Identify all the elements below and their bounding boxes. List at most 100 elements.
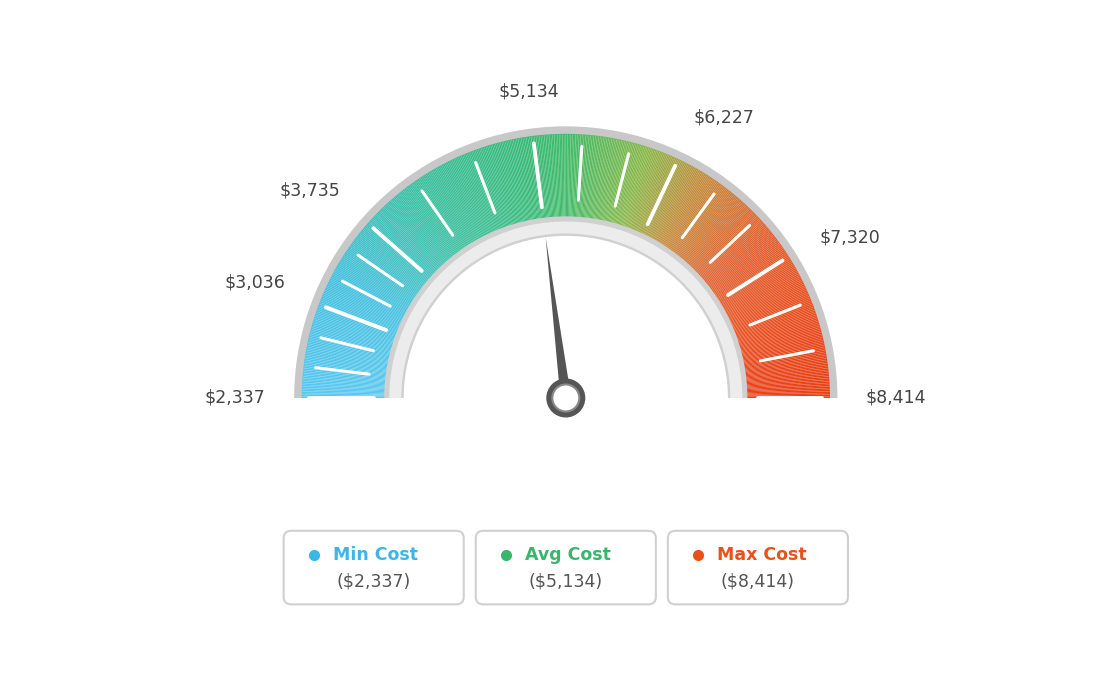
Wedge shape — [705, 231, 772, 285]
Wedge shape — [358, 233, 425, 287]
Wedge shape — [554, 134, 559, 218]
Wedge shape — [714, 248, 784, 297]
Wedge shape — [692, 210, 753, 270]
Wedge shape — [339, 262, 412, 306]
Wedge shape — [742, 345, 825, 363]
Wedge shape — [741, 334, 822, 355]
Wedge shape — [735, 307, 815, 337]
Wedge shape — [745, 373, 829, 382]
Text: $5,134: $5,134 — [498, 82, 559, 100]
Wedge shape — [351, 243, 421, 293]
Wedge shape — [704, 228, 769, 283]
Wedge shape — [558, 134, 561, 218]
Wedge shape — [707, 233, 774, 287]
Wedge shape — [305, 360, 388, 373]
Wedge shape — [423, 175, 469, 246]
Wedge shape — [715, 251, 786, 299]
Wedge shape — [322, 295, 400, 328]
Wedge shape — [485, 146, 511, 227]
Wedge shape — [311, 326, 393, 350]
Wedge shape — [700, 221, 763, 278]
Wedge shape — [521, 137, 537, 221]
Wedge shape — [745, 371, 829, 381]
Wedge shape — [436, 167, 478, 242]
Wedge shape — [679, 193, 733, 259]
Wedge shape — [744, 363, 828, 375]
Wedge shape — [447, 161, 486, 237]
Wedge shape — [746, 388, 830, 393]
Wedge shape — [561, 134, 563, 218]
Wedge shape — [592, 137, 605, 220]
Wedge shape — [440, 165, 481, 239]
Wedge shape — [304, 368, 386, 379]
Wedge shape — [648, 164, 689, 239]
Wedge shape — [493, 144, 518, 225]
Wedge shape — [590, 136, 602, 219]
Wedge shape — [405, 187, 457, 255]
Wedge shape — [361, 230, 427, 284]
Wedge shape — [301, 393, 385, 395]
Wedge shape — [507, 140, 527, 222]
Wedge shape — [574, 134, 580, 218]
Wedge shape — [474, 150, 503, 229]
Wedge shape — [739, 326, 820, 350]
Wedge shape — [330, 277, 406, 316]
Wedge shape — [744, 360, 827, 373]
Wedge shape — [649, 164, 690, 239]
Wedge shape — [575, 134, 581, 218]
Wedge shape — [336, 268, 410, 310]
Wedge shape — [307, 342, 390, 361]
Wedge shape — [697, 217, 760, 275]
Wedge shape — [301, 390, 385, 393]
Wedge shape — [723, 269, 797, 311]
Wedge shape — [314, 318, 394, 344]
Wedge shape — [665, 177, 711, 248]
Wedge shape — [604, 140, 624, 222]
Wedge shape — [730, 290, 807, 326]
Wedge shape — [386, 203, 444, 266]
Wedge shape — [489, 145, 514, 226]
Wedge shape — [369, 221, 432, 278]
Wedge shape — [741, 335, 822, 357]
Wedge shape — [403, 189, 456, 257]
Wedge shape — [726, 279, 803, 318]
Wedge shape — [412, 182, 461, 252]
Wedge shape — [456, 157, 492, 234]
Wedge shape — [693, 211, 754, 271]
Wedge shape — [528, 137, 541, 219]
Wedge shape — [513, 139, 531, 221]
Wedge shape — [746, 395, 830, 397]
Wedge shape — [312, 323, 393, 348]
Wedge shape — [606, 141, 627, 223]
Wedge shape — [628, 150, 658, 229]
Wedge shape — [670, 182, 720, 252]
Wedge shape — [660, 173, 705, 246]
Wedge shape — [397, 193, 452, 259]
Wedge shape — [737, 316, 818, 344]
Wedge shape — [301, 395, 385, 397]
Wedge shape — [744, 366, 828, 377]
Wedge shape — [570, 134, 573, 218]
Wedge shape — [450, 159, 488, 236]
Wedge shape — [399, 193, 453, 259]
Wedge shape — [302, 370, 386, 380]
Wedge shape — [676, 189, 729, 257]
Wedge shape — [633, 152, 665, 231]
Wedge shape — [410, 184, 460, 253]
Wedge shape — [326, 286, 403, 322]
Wedge shape — [588, 136, 601, 219]
Wedge shape — [418, 177, 467, 248]
Wedge shape — [696, 215, 757, 274]
Wedge shape — [737, 318, 818, 344]
Wedge shape — [476, 149, 506, 228]
Wedge shape — [445, 163, 484, 238]
Wedge shape — [475, 150, 505, 229]
Wedge shape — [598, 138, 615, 221]
Wedge shape — [596, 137, 612, 221]
Wedge shape — [565, 134, 567, 218]
Text: Min Cost: Min Cost — [333, 546, 418, 564]
Wedge shape — [329, 279, 405, 318]
Wedge shape — [378, 211, 438, 271]
Wedge shape — [730, 287, 806, 324]
Wedge shape — [432, 170, 475, 243]
